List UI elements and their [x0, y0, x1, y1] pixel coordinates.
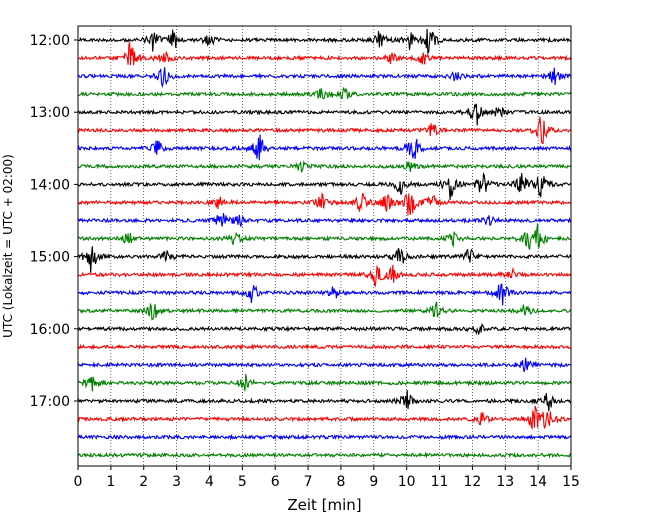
trace-1315: [77, 116, 572, 145]
trace-1415: [77, 191, 572, 216]
trace-1345: [77, 160, 572, 174]
trace-1600: [77, 323, 572, 336]
x-tick-label: 13: [496, 474, 514, 490]
x-tick-label: 15: [562, 474, 580, 490]
x-tick-label: 4: [205, 474, 214, 490]
trace-1615: [77, 343, 572, 351]
trace-1330: [77, 134, 572, 161]
x-tick-label: 7: [304, 474, 313, 490]
x-tick-label: 3: [172, 474, 181, 490]
x-tick-label: 1: [106, 474, 115, 490]
trace-1230: [77, 67, 572, 89]
x-tick-label: 9: [369, 474, 378, 490]
seismogram-traces: [77, 28, 572, 459]
trace-1745: [77, 451, 572, 459]
trace-1400: [77, 171, 572, 200]
x-tick-label: 8: [336, 474, 345, 490]
trace-1645: [77, 373, 572, 392]
y-tick-label: 15:00: [30, 250, 70, 266]
x-tick-label: 6: [271, 474, 280, 490]
trace-1430: [77, 213, 572, 228]
y-tick-label: 14:00: [30, 177, 70, 193]
plot-frame: [77, 25, 572, 467]
y-tick-label: 12:00: [30, 33, 70, 49]
x-tick-label: 0: [74, 474, 83, 490]
y-axis-label: UTC (Lokalzeit = UTC + 02:00): [1, 154, 15, 338]
trace-1500: [77, 246, 572, 273]
x-tick-label: 5: [238, 474, 247, 490]
x-tick-label: 10: [398, 474, 416, 490]
trace-1530: [77, 283, 572, 306]
trace-1515: [77, 264, 572, 288]
trace-1715: [77, 405, 572, 431]
trace-1215: [77, 41, 572, 66]
trace-1545: [77, 301, 572, 321]
y-tick-label: 16:00: [30, 322, 70, 338]
trace-1445: [77, 223, 572, 251]
y-tick-label: 17:00: [30, 394, 70, 410]
y-tick-label: 13:00: [30, 105, 70, 121]
x-tick-label: 11: [431, 474, 449, 490]
x-tick-label: 12: [463, 474, 481, 490]
trace-1200: [77, 28, 572, 55]
x-tick-label: 14: [529, 474, 547, 490]
trace-1300: [77, 103, 572, 126]
x-axis-ticks: 0 1 2 3 4 5 6 7 8 9 10 11 12 13 14 15: [74, 466, 580, 490]
trace-1245: [77, 87, 572, 100]
x-tick-label: 2: [139, 474, 148, 490]
trace-1730: [77, 433, 572, 441]
trace-1700: [77, 390, 572, 412]
trace-1630: [77, 357, 572, 373]
y-axis-ticks: 12:00 13:00 14:00 15:00 16:00 17:00: [30, 33, 78, 410]
x-axis-label: Zeit [min]: [287, 496, 361, 514]
